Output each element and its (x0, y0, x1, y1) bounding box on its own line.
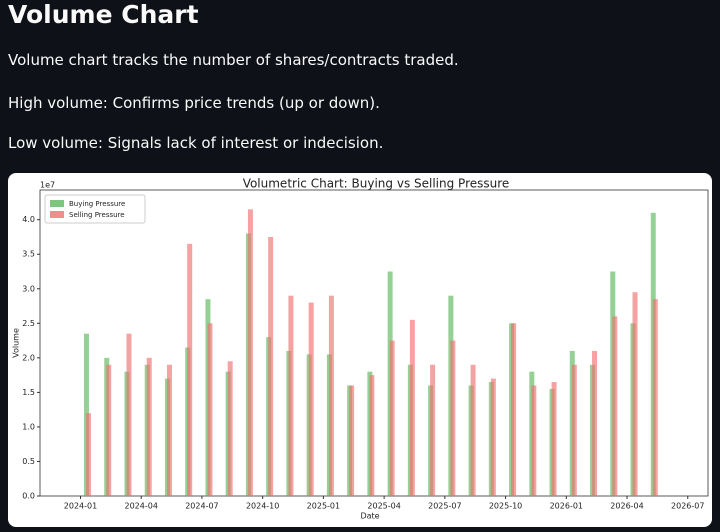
legend-swatch (50, 200, 64, 207)
bar (308, 302, 314, 496)
bar (571, 364, 577, 496)
bar (106, 364, 112, 496)
x-tick-label: 2026-01 (550, 502, 583, 511)
bar (349, 385, 355, 496)
bar (328, 295, 334, 496)
bar (166, 364, 172, 496)
x-axis-label: Date (360, 512, 379, 521)
bar (490, 378, 496, 496)
y-tick-label: 1.5 (22, 388, 35, 397)
paragraph: Volume chart tracks the number of shares… (8, 51, 459, 69)
x-tick-label: 2025-07 (428, 502, 461, 511)
bar (511, 323, 517, 496)
bar (126, 333, 132, 496)
legend-swatch (50, 211, 64, 218)
legend-box (44, 194, 146, 224)
y-axis-label: Volume (12, 328, 21, 358)
x-tick-label: 2025-10 (489, 502, 522, 511)
page-title: Volume Chart (8, 0, 199, 29)
bar (612, 316, 618, 496)
bar (470, 364, 476, 496)
bar (551, 382, 557, 496)
y-tick-label: 0.0 (22, 492, 35, 501)
bar (450, 340, 456, 496)
x-tick-label: 2026-07 (671, 502, 704, 511)
x-tick-label: 2025-01 (307, 502, 340, 511)
bar (85, 413, 91, 496)
bar (389, 340, 395, 496)
bar (652, 299, 658, 496)
bar (531, 385, 537, 496)
bar (207, 323, 213, 496)
chart: Volumetric Chart: Buying vs Selling Pres… (12, 177, 709, 521)
y-tick-label: 2.5 (22, 319, 35, 328)
bar (632, 292, 638, 496)
x-tick-label: 2024-07 (185, 502, 218, 511)
bar (227, 361, 233, 496)
x-tick-label: 2025-04 (367, 502, 400, 511)
chart-title: Volumetric Chart: Buying vs Selling Pres… (243, 177, 510, 191)
y-tick-label: 3.5 (22, 250, 35, 259)
paragraph: Low volume: Signals lack of interest or … (8, 134, 384, 152)
legend-label: Selling Pressure (69, 211, 125, 219)
bar (146, 357, 152, 496)
y-tick-label: 3.0 (22, 284, 35, 293)
y-tick-label: 1.0 (22, 422, 35, 431)
chart-card: Volumetric Chart: Buying vs Selling Pres… (8, 173, 712, 527)
legend-label: Buying Pressure (69, 200, 125, 208)
axis-offset: 1e7 (40, 181, 55, 190)
y-tick-label: 0.5 (22, 457, 35, 466)
x-tick-label: 2024-10 (246, 502, 279, 511)
y-tick-label: 2.0 (22, 353, 35, 362)
bar (592, 350, 598, 496)
bar (247, 209, 253, 496)
bar (268, 236, 274, 497)
bar (430, 364, 436, 496)
bar (409, 319, 415, 496)
bar (369, 375, 375, 496)
x-tick-label: 2024-04 (124, 502, 157, 511)
y-tick-label: 4.0 (22, 215, 35, 224)
x-tick-label: 2026-04 (610, 502, 643, 511)
bar (187, 243, 193, 496)
paragraph: High volume: Confirms price trends (up o… (8, 94, 380, 112)
x-tick-label: 2024-01 (64, 502, 97, 511)
bar (288, 295, 294, 496)
